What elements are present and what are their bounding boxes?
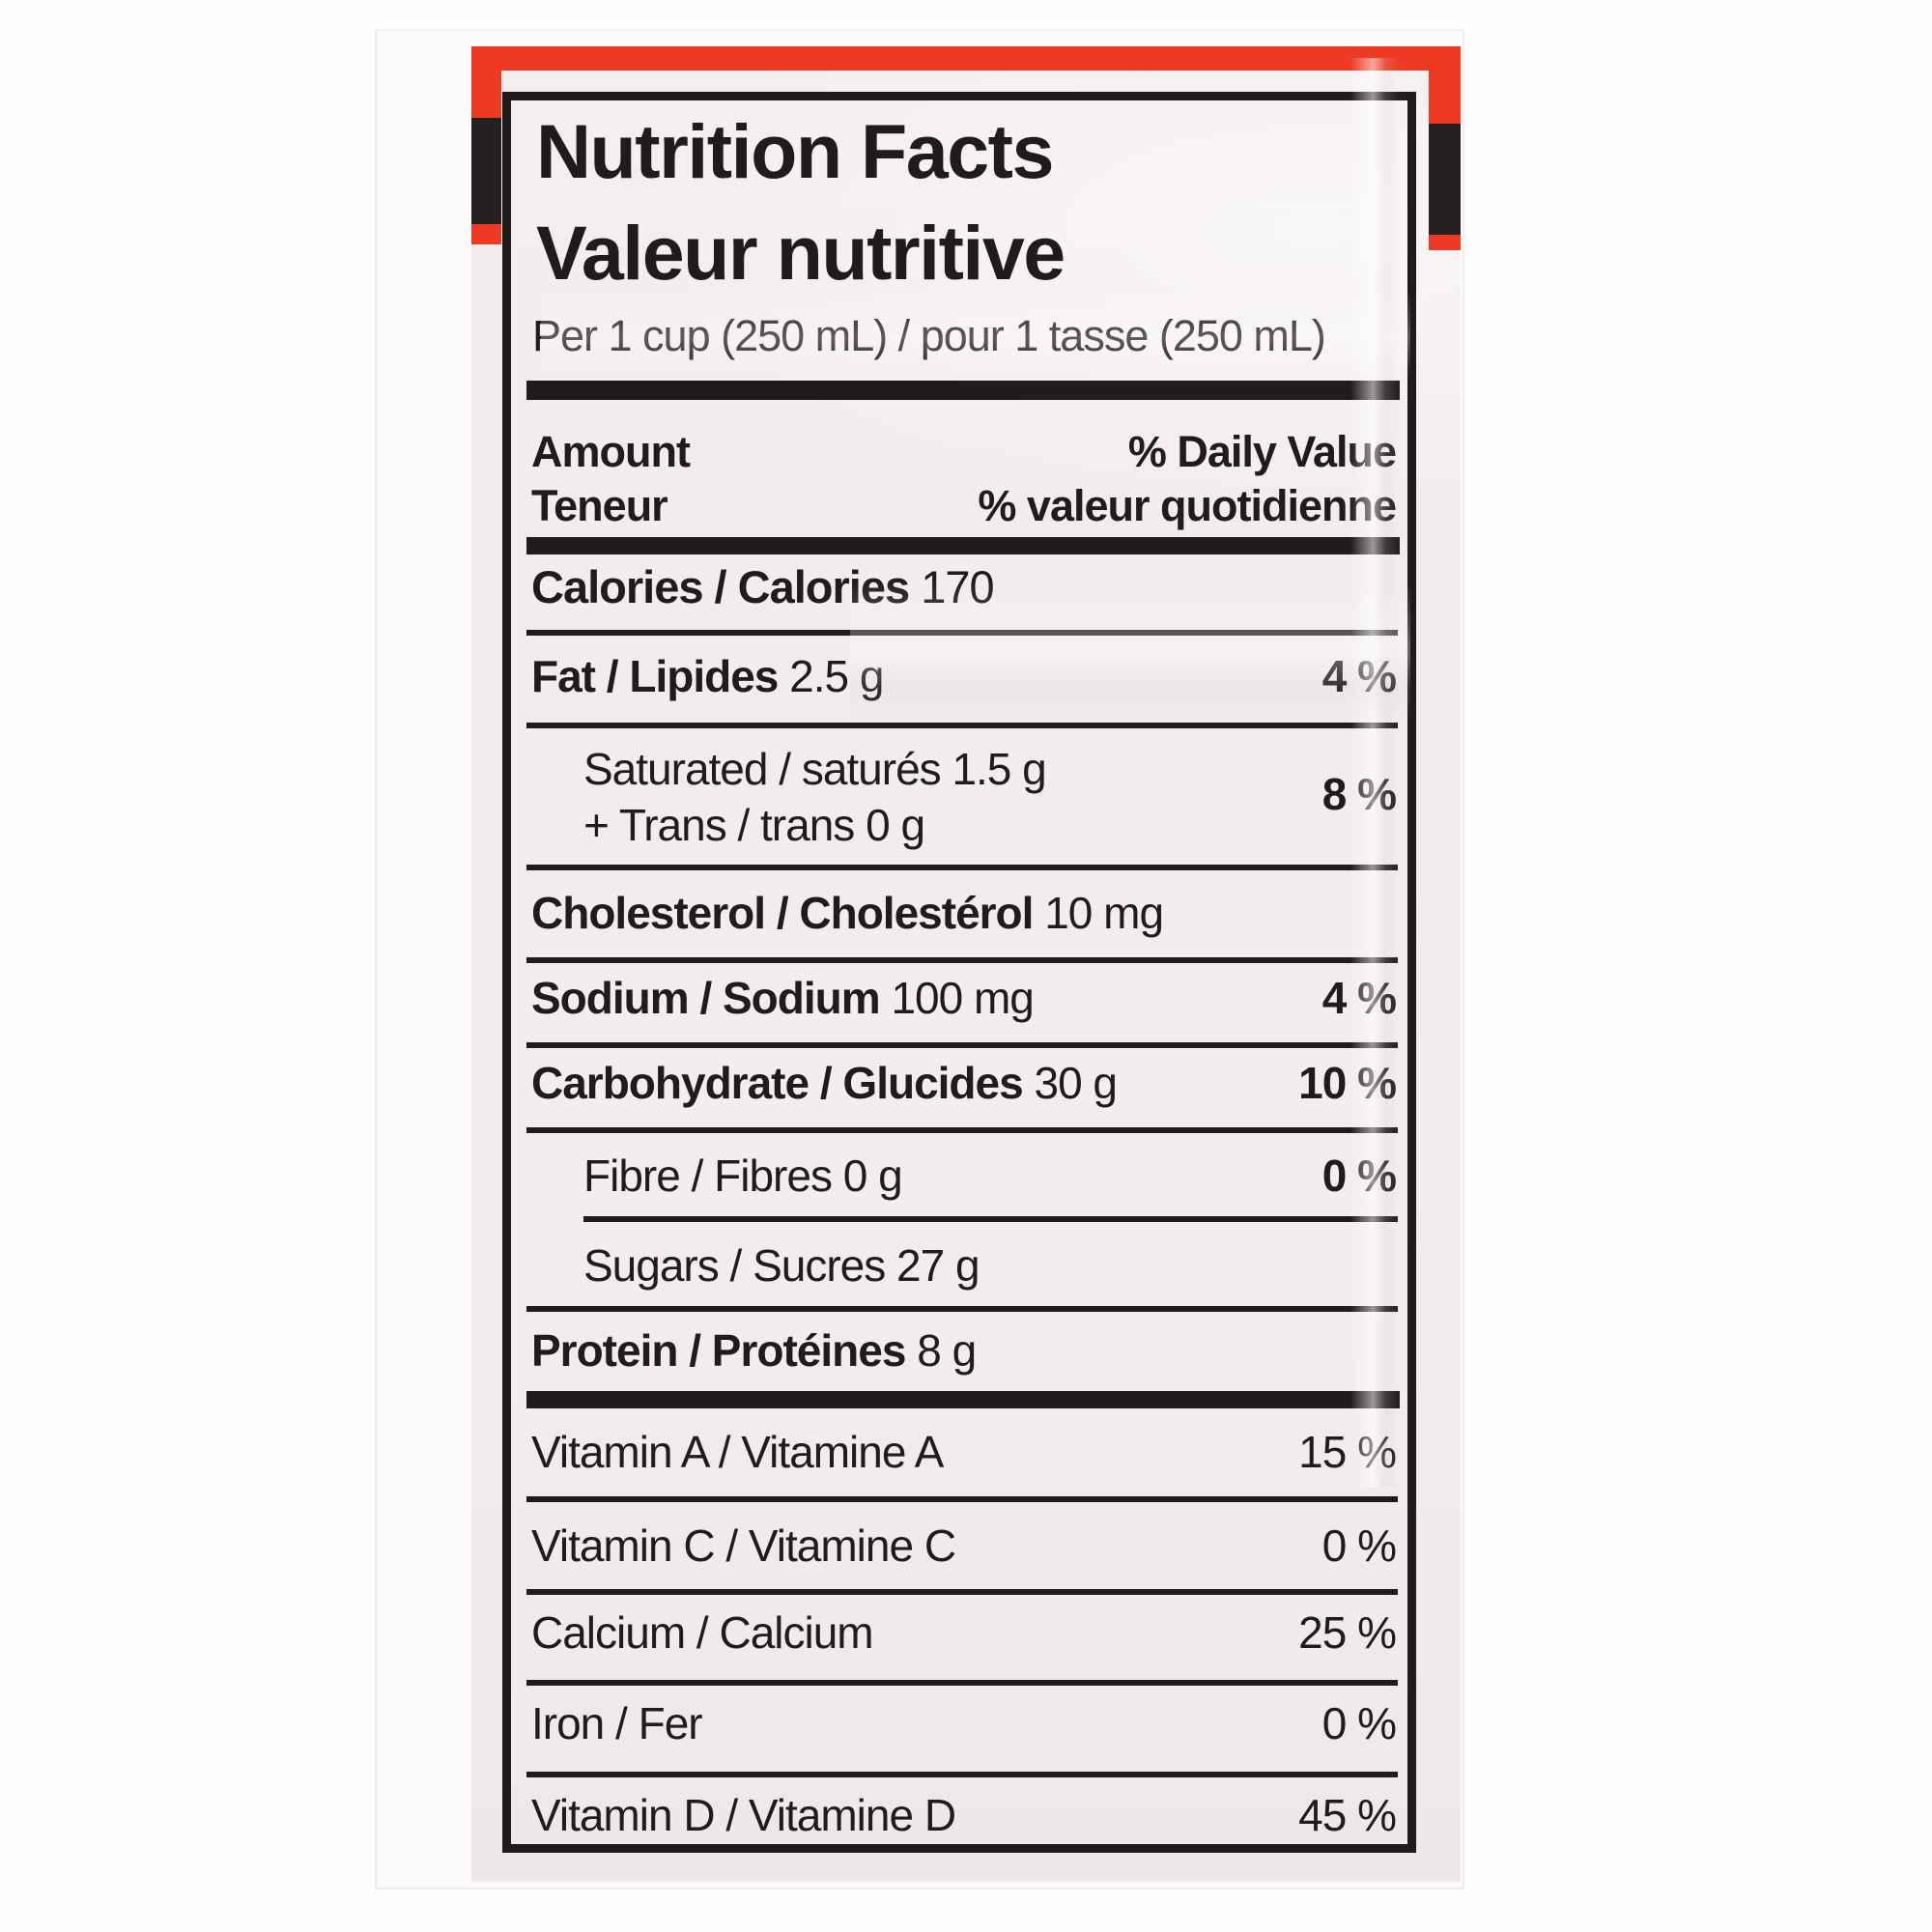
- sodium-label: Sodium / Sodium: [531, 973, 881, 1023]
- row-divider: [526, 723, 1398, 728]
- sodium-daily-value: 4 %: [1321, 973, 1397, 1023]
- amount-header-row-fr: Teneur % valeur quotidienne: [531, 481, 1397, 530]
- iron-label: Iron / Fer: [531, 1698, 703, 1748]
- carbohydrate-daily-value: 10 %: [1298, 1058, 1397, 1108]
- fat-row: Fat / Lipides 2.5 g 4 %: [531, 650, 1397, 702]
- red-band: [471, 46, 1461, 71]
- saturated-daily-value: 8 %: [1321, 769, 1397, 819]
- row-divider: [526, 865, 1398, 870]
- vitamin-d-row: Vitamin D / Vitamine D 45 %: [531, 1789, 1397, 1841]
- stripe-red-segment: [471, 46, 501, 118]
- fibre-label: Fibre / Fibres 0 g: [583, 1151, 903, 1201]
- row-divider: [526, 957, 1398, 963]
- fat-daily-value: 4 %: [1321, 651, 1397, 701]
- row-divider: [526, 1772, 1398, 1777]
- label-paper: [471, 46, 1461, 1882]
- nutrition-title-fr: Valeur nutritive: [536, 210, 1065, 296]
- row-divider: [526, 1496, 1398, 1502]
- vitamin-a-label: Vitamin A / Vitamine A: [531, 1427, 944, 1477]
- row-divider: [583, 1216, 1398, 1222]
- amount-header-row-en: Amount % Daily Value: [531, 427, 1397, 476]
- sugars-row: Sugars / Sucres 27 g: [531, 1239, 1396, 1292]
- fibre-daily-value: 0 %: [1321, 1151, 1397, 1201]
- cholesterol-label: Cholesterol / Cholestérol: [531, 888, 1034, 938]
- calories-row: Calories / Calories 170: [531, 561, 1396, 613]
- vitamin-a-daily-value: 15 %: [1298, 1427, 1397, 1477]
- row-divider: [526, 1680, 1398, 1686]
- vitamin-d-label: Vitamin D / Vitamine D: [531, 1790, 956, 1840]
- calcium-daily-value: 25 %: [1298, 1607, 1397, 1658]
- row-divider: [526, 1589, 1398, 1595]
- row-divider: [526, 1127, 1398, 1133]
- stripe-red-segment: [1429, 46, 1461, 124]
- iron-daily-value: 0 %: [1321, 1698, 1397, 1748]
- saturated-line: Saturated / saturés 1.5 g: [583, 744, 1047, 794]
- calcium-row: Calcium / Calcium 25 %: [531, 1606, 1397, 1659]
- carbohydrate-label: Carbohydrate / Glucides: [531, 1058, 1024, 1108]
- calories-label: Calories / Calories: [531, 561, 910, 612]
- row-divider: [526, 630, 1398, 636]
- vitamin-c-daily-value: 0 %: [1321, 1520, 1397, 1571]
- trans-line: + Trans / trans 0 g: [583, 800, 925, 850]
- iron-row: Iron / Fer 0 %: [531, 1697, 1397, 1749]
- vitamins-separator-bar: [526, 1391, 1400, 1408]
- sugars-label: Sugars / Sucres 27 g: [583, 1240, 980, 1291]
- cholesterol-row: Cholesterol / Cholestérol 10 mg: [531, 887, 1396, 939]
- daily-value-header-fr: % valeur quotidienne: [978, 481, 1397, 530]
- saturated-trans-row: Saturated / saturés 1.5 g + Trans / tran…: [531, 741, 1397, 853]
- fat-value: 2.5 g: [778, 651, 884, 701]
- stripe-red-segment: [1429, 235, 1461, 250]
- calories-value: 170: [909, 561, 994, 612]
- fat-label: Fat / Lipides: [531, 651, 779, 701]
- carbohydrate-value: 30 g: [1022, 1058, 1118, 1108]
- protein-value: 8 g: [905, 1325, 977, 1376]
- carbohydrate-row: Carbohydrate / Glucides 30 g 10 %: [531, 1057, 1397, 1109]
- vitamin-c-label: Vitamin C / Vitamine C: [531, 1520, 956, 1571]
- vitamin-d-daily-value: 45 %: [1298, 1790, 1397, 1840]
- daily-value-header-en: % Daily Value: [1127, 427, 1397, 476]
- serving-size: Per 1 cup (250 mL) / pour 1 tasse (250 m…: [532, 311, 1326, 360]
- header-separator-bar: [526, 537, 1400, 554]
- cholesterol-value: 10 mg: [1033, 888, 1164, 938]
- row-divider: [526, 1042, 1398, 1048]
- vitamin-a-row: Vitamin A / Vitamine A 15 %: [531, 1426, 1397, 1478]
- fibre-row: Fibre / Fibres 0 g 0 %: [531, 1150, 1397, 1202]
- nutrition-panel: Nutrition Facts Valeur nutritive Per 1 c…: [502, 92, 1416, 1853]
- right-stripe: [1429, 46, 1461, 250]
- nutrition-title-en: Nutrition Facts: [536, 108, 1054, 194]
- amount-header-en: Amount: [531, 427, 691, 476]
- stripe-red-segment: [471, 224, 501, 244]
- protein-label: Protein / Protéines: [531, 1325, 906, 1376]
- calcium-label: Calcium / Calcium: [531, 1607, 874, 1658]
- row-divider: [526, 1306, 1398, 1312]
- stripe-black-segment: [1429, 124, 1461, 235]
- stripe-black-segment: [471, 118, 501, 224]
- amount-header-fr: Teneur: [531, 481, 668, 530]
- header-separator-bar: [526, 381, 1400, 400]
- left-stripe: [471, 46, 501, 244]
- protein-row: Protein / Protéines 8 g: [531, 1324, 1396, 1377]
- vitamin-c-row: Vitamin C / Vitamine C 0 %: [531, 1520, 1397, 1572]
- sodium-row: Sodium / Sodium 100 mg 4 %: [531, 972, 1397, 1024]
- sodium-value: 100 mg: [879, 973, 1034, 1023]
